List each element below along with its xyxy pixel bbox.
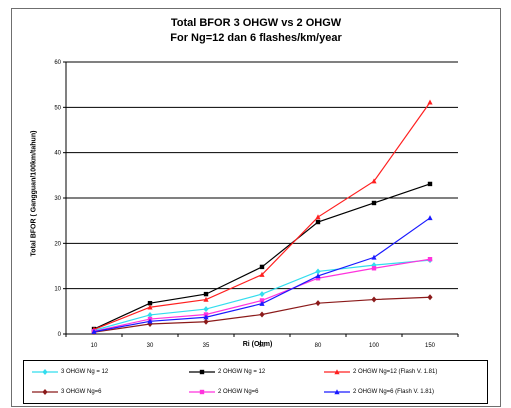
chart-frame bbox=[11, 8, 501, 407]
x-tick-label: 80 bbox=[315, 343, 322, 349]
data-point bbox=[315, 214, 321, 220]
legend-entry: 2 OHGW Ng=6 bbox=[189, 386, 259, 398]
data-point bbox=[147, 311, 153, 318]
series-line bbox=[93, 183, 431, 330]
legend-entry: 2 OHGW Ng=12 (Flash V. 1.81) bbox=[324, 366, 437, 378]
data-point bbox=[203, 314, 209, 320]
chart-subtitle: For Ng=12 dan 6 flashes/km/year bbox=[170, 32, 342, 44]
legend-swatch bbox=[32, 387, 58, 397]
y-tick-label: 50 bbox=[54, 105, 61, 111]
legend-entry: 2 OHGW Ng=6 (Flash V. 1.81) bbox=[324, 386, 434, 398]
x-tick-label: 30 bbox=[147, 343, 154, 349]
data-point bbox=[147, 318, 153, 324]
data-point bbox=[203, 296, 209, 302]
legend-label: 2 OHGW Ng=6 (Flash V. 1.81) bbox=[353, 389, 434, 395]
data-point bbox=[334, 389, 340, 395]
legend-label: 2 OHGW Ng = 12 bbox=[218, 369, 266, 375]
data-point bbox=[259, 300, 265, 306]
data-point bbox=[203, 306, 209, 313]
data-point bbox=[427, 181, 433, 187]
x-tick-label: 10 bbox=[91, 343, 98, 349]
data-point bbox=[371, 266, 377, 271]
data-point bbox=[259, 311, 265, 318]
x-tick-label: 35 bbox=[203, 343, 210, 349]
legend-swatch bbox=[32, 367, 58, 377]
y-tick-label: 20 bbox=[54, 241, 61, 247]
legend-label: 3 OHGW Ng = 12 bbox=[61, 369, 109, 375]
y-tick-label: 10 bbox=[54, 287, 61, 293]
legend-entry: 2 OHGW Ng = 12 bbox=[189, 366, 265, 378]
legend-swatch bbox=[324, 367, 350, 377]
y-tick-label: 60 bbox=[54, 60, 61, 66]
y-axis-label: Total BFOR ( Gangguan/100km/tahun) bbox=[30, 130, 38, 257]
legend-label: 2 OHGW Ng=6 bbox=[218, 389, 259, 395]
data-point bbox=[315, 219, 321, 225]
legend-entry: 3 OHGW Ng = 12 bbox=[32, 366, 108, 378]
legend-entry: 3 OHGW Ng=6 bbox=[32, 386, 102, 398]
data-point bbox=[371, 178, 377, 184]
data-point bbox=[315, 276, 321, 281]
data-point bbox=[91, 328, 97, 334]
data-point bbox=[427, 257, 433, 262]
data-point bbox=[259, 271, 265, 277]
x-tick-label: 100 bbox=[369, 343, 380, 349]
y-tick-label: 30 bbox=[54, 196, 61, 202]
data-point bbox=[147, 304, 153, 310]
data-point bbox=[259, 291, 265, 298]
legend-label: 3 OHGW Ng=6 bbox=[61, 389, 102, 395]
chart-legend: 3 OHGW Ng = 12 2 OHGW Ng = 12 2 OHGW Ng=… bbox=[23, 360, 488, 404]
x-tick-label: 50 bbox=[259, 343, 266, 349]
data-point bbox=[199, 369, 205, 375]
y-tick-label: 40 bbox=[54, 151, 61, 157]
data-point bbox=[315, 273, 321, 279]
y-tick-label: 0 bbox=[58, 332, 62, 338]
data-point bbox=[203, 318, 209, 325]
data-point bbox=[371, 296, 377, 303]
data-point bbox=[259, 298, 265, 303]
legend-label: 2 OHGW Ng=12 (Flash V. 1.81) bbox=[353, 369, 438, 375]
data-point bbox=[42, 369, 48, 375]
data-point bbox=[203, 291, 209, 297]
data-point bbox=[315, 268, 321, 275]
legend-swatch bbox=[189, 387, 215, 397]
data-point bbox=[427, 99, 433, 105]
data-point bbox=[315, 300, 321, 307]
data-point bbox=[371, 200, 377, 206]
chart-title: Total BFOR 3 OHGW vs 2 OHGW bbox=[170, 17, 342, 29]
x-tick-label: 150 bbox=[425, 343, 436, 349]
data-point bbox=[334, 369, 340, 375]
data-point bbox=[371, 254, 377, 260]
data-point bbox=[427, 294, 433, 301]
data-point bbox=[147, 300, 153, 306]
data-point bbox=[427, 215, 433, 221]
data-point bbox=[199, 389, 205, 395]
data-point bbox=[259, 264, 265, 270]
data-point bbox=[42, 389, 48, 395]
x-axis-label: Ri (Ohm) bbox=[242, 341, 273, 348]
legend-swatch bbox=[189, 367, 215, 377]
legend-swatch bbox=[324, 387, 350, 397]
